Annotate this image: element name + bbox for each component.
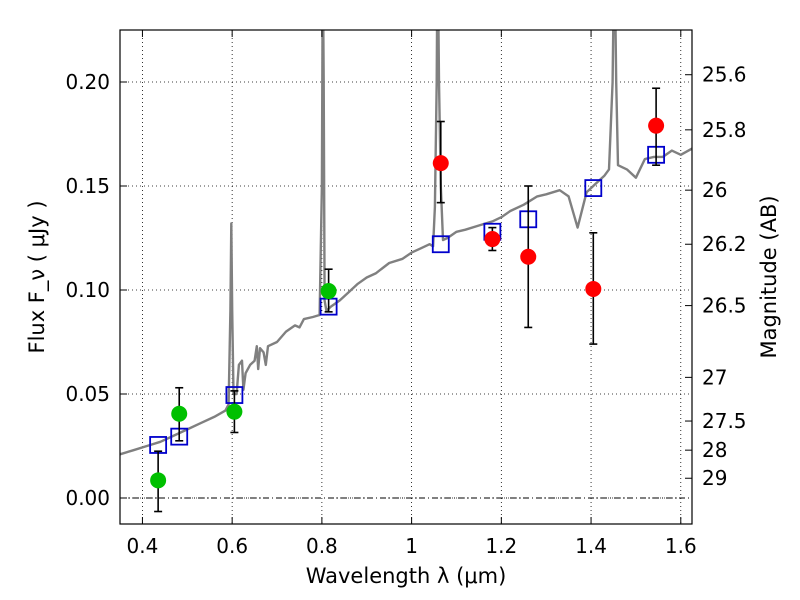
x-tick-label: 1.4	[575, 534, 607, 558]
y-tick-label: 0.05	[65, 382, 110, 406]
x-tick-label: 0.8	[306, 534, 338, 558]
observed-flux-point	[520, 248, 537, 265]
observed-flux-point	[226, 403, 243, 420]
observed-flux-point	[171, 405, 188, 422]
y-tick-label: 0.15	[65, 174, 110, 198]
x-tick-label: 0.4	[127, 534, 159, 558]
y-tick-label: 0.00	[65, 486, 110, 510]
magnitude-tick-label: 26.5	[702, 294, 747, 318]
observed-flux-point	[585, 280, 602, 297]
observed-flux-point	[484, 231, 501, 248]
tick-labels: 0.4 0.6 0.8 1 1.2 1.4 1.6 0.00 0.05 0.10 0.15 0.20 2…	[65, 63, 746, 558]
y-tick-label: 0.10	[65, 278, 110, 302]
plot-area	[120, 30, 692, 513]
magnitude-tick-label: 25.8	[702, 118, 747, 142]
axis-ticks	[120, 30, 692, 524]
observed-flux-point	[432, 155, 449, 172]
y-tick-label: 0.20	[65, 70, 110, 94]
magnitude-tick-label: 29	[702, 466, 727, 490]
magnitude-tick-label: 26	[702, 178, 727, 202]
x-tick-label: 0.6	[216, 534, 248, 558]
observed-flux-point	[648, 117, 665, 134]
plot-frame	[119, 29, 693, 525]
magnitude-tick-label: 25.6	[702, 63, 747, 87]
x-tick-label: 1.6	[665, 534, 697, 558]
grid	[120, 30, 692, 524]
magnitude-tick-label: 26.2	[702, 232, 747, 256]
x-axis-label: Wavelength λ (μm)	[306, 564, 507, 588]
observed-flux-point	[320, 283, 337, 300]
magnitude-tick-label: 28	[702, 438, 727, 462]
x-tick-label: 1.2	[485, 534, 517, 558]
model-photometry-square	[431, 235, 450, 254]
x-tick-label: 1	[405, 534, 418, 558]
spectrum-line	[120, 30, 692, 456]
y-axis-label: Flux F_ν ( μJy )	[25, 200, 50, 353]
right-axis-label: Magnitude (AB)	[757, 195, 781, 358]
magnitude-tick-label: 27.5	[702, 409, 747, 433]
model-photometry-square	[584, 179, 603, 197]
observed-flux-point	[150, 472, 167, 489]
magnitude-tick-label: 27	[702, 365, 727, 389]
